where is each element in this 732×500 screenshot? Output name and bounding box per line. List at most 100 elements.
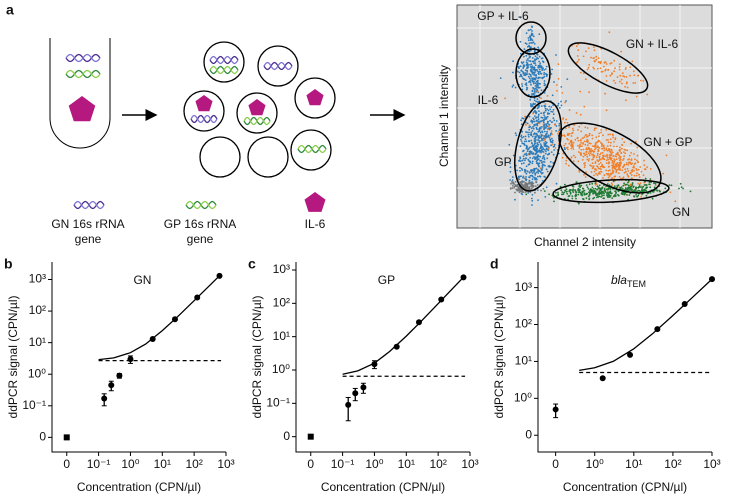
event-dot: [625, 187, 627, 190]
event-dot: [610, 141, 612, 144]
event-dot: [525, 165, 528, 168]
event-dot: [615, 166, 617, 168]
title-text: GP: [378, 273, 395, 287]
event-dot: [537, 162, 540, 165]
event-dot: [521, 136, 523, 139]
event-dot: [529, 39, 532, 41]
event-dot: [534, 64, 537, 66]
event-dot: [605, 63, 608, 65]
event-dot: [557, 194, 560, 197]
event-dot: [530, 127, 533, 130]
event-dot: [578, 190, 581, 193]
event-dot: [635, 187, 637, 190]
event-dot: [625, 76, 628, 78]
event-dot: [615, 158, 618, 161]
event-dot: [613, 161, 616, 163]
event-dot: [613, 141, 615, 143]
event-dot: [610, 192, 613, 195]
event-dot: [536, 189, 539, 192]
event-dot: [597, 196, 600, 198]
dna: [209, 65, 239, 75]
legend-label: gene: [75, 232, 102, 246]
event-dot: [560, 100, 562, 103]
event-dot: [600, 131, 602, 134]
event-dot: [627, 161, 630, 164]
protein: [248, 99, 266, 116]
event-dot: [568, 126, 570, 129]
event-dot: [541, 130, 543, 133]
event-dot: [535, 139, 537, 141]
event-dot: [534, 103, 536, 105]
event-dot: [509, 166, 512, 169]
event-dot: [546, 115, 549, 118]
event-dot: [551, 137, 553, 140]
event-dot: [526, 59, 528, 62]
event-dot: [623, 182, 625, 185]
event-dot: [533, 171, 535, 173]
event-dot: [518, 189, 520, 192]
event-dot: [509, 162, 511, 165]
event-dot: [547, 134, 550, 137]
event-dot: [536, 184, 539, 186]
event-dot: [529, 150, 532, 153]
x-tick-label: 10⁰: [121, 457, 139, 471]
event-dot: [597, 186, 600, 189]
event-dot: [541, 60, 544, 63]
cluster-label: GN + IL-6: [626, 37, 679, 51]
event-dot: [531, 135, 534, 138]
x-axis-label: Concentration (CPN/µl): [77, 480, 201, 494]
y-tick-label: 10¹: [29, 335, 46, 349]
event-dot: [531, 182, 534, 185]
event-dot: [589, 149, 591, 151]
event-dot: [610, 182, 613, 185]
event-dot: [651, 197, 654, 200]
event-dot: [600, 171, 603, 173]
event-dot: [525, 157, 528, 160]
event-dot: [581, 194, 584, 197]
y-tick-label: 10²: [273, 296, 290, 310]
event-dot: [602, 155, 605, 158]
event-dot: [678, 187, 680, 190]
event-dot: [528, 77, 531, 80]
event-dot: [551, 121, 553, 124]
event-dot: [593, 191, 596, 194]
event-dot: [543, 116, 546, 118]
cluster-gates: [514, 21, 670, 204]
event-dot: [533, 168, 535, 170]
event-dot: [538, 151, 541, 153]
event-dot: [535, 126, 538, 129]
event-dot: [584, 154, 586, 157]
event-dot: [532, 125, 534, 128]
event-dot: [631, 168, 634, 171]
event-dot: [605, 162, 608, 165]
event-dot: [558, 122, 561, 125]
event-dot: [537, 118, 540, 121]
event-dot: [572, 129, 575, 132]
event-dot: [547, 147, 550, 150]
event-dot: [588, 154, 591, 157]
event-dot: [581, 145, 583, 148]
event-dot: [607, 169, 610, 172]
event-dot: [543, 161, 546, 163]
event-dot: [637, 182, 640, 185]
event-dot: [511, 176, 514, 179]
event-dot: [577, 129, 579, 131]
event-dot: [611, 161, 614, 164]
event-dot: [528, 171, 531, 174]
data-point: [438, 296, 445, 303]
event-dot: [563, 134, 566, 137]
event-dot: [557, 104, 559, 107]
event-dot: [633, 189, 635, 192]
event-dot: [579, 113, 582, 116]
event-dot: [547, 149, 550, 152]
event-dot: [642, 80, 645, 82]
y-tick-label: 0: [39, 430, 46, 444]
event-dot: [595, 156, 598, 159]
event-dot: [548, 123, 550, 126]
event-dot: [531, 65, 534, 67]
event-dot: [592, 197, 594, 200]
event-dot: [590, 171, 593, 173]
event-dot: [593, 174, 595, 177]
event-dot: [612, 195, 615, 198]
y-axis-label: ddPCR signal (CPN/µl): [250, 296, 264, 419]
